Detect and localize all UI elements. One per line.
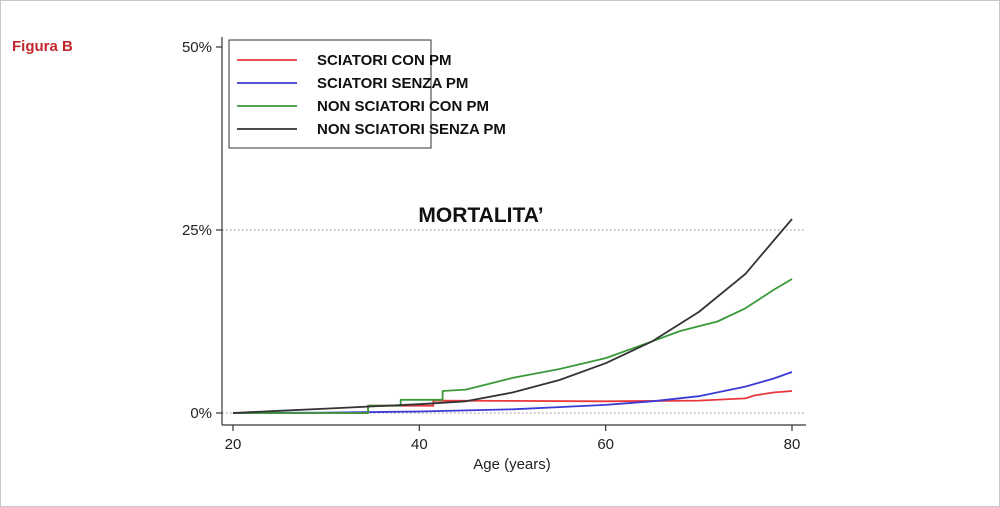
x-axis-title: Age (years) [473,456,551,473]
y-tick-label: 25% [182,222,212,239]
figure-label: Figura B [12,38,73,55]
legend-label-1: SCIATORI CON PM [317,52,451,69]
x-tick-label: 40 [411,436,428,453]
axes: 0% 25% 50% 20 40 60 80 [182,37,806,453]
y-tick-label: 0% [190,405,212,422]
x-tick-label: 60 [597,436,614,453]
x-tick-label: 20 [225,436,242,453]
x-tick-label: 80 [784,436,801,453]
series-line-4 [232,218,793,414]
series-lines [232,218,793,414]
chart-annotation: MORTALITA’ [418,204,543,227]
legend-label-4: NON SCIATORI SENZA PM [317,121,506,138]
y-tick-label: 50% [182,39,212,56]
legend-label-2: SCIATORI SENZA PM [317,75,468,92]
legend-label-3: NON SCIATORI CON PM [317,98,489,115]
legend-box [228,39,432,149]
series-line-2 [232,371,793,414]
legend: SCIATORI CON PM SCIATORI SENZA PM NON SCIA… [228,39,506,149]
